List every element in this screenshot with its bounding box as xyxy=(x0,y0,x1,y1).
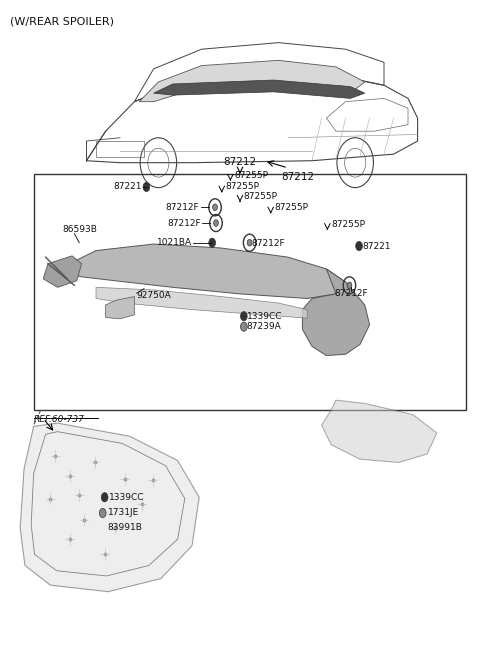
Text: 92750A: 92750A xyxy=(137,291,171,300)
Polygon shape xyxy=(139,60,365,102)
Text: 87255P: 87255P xyxy=(244,192,278,201)
Polygon shape xyxy=(20,423,199,592)
Text: 1021BA: 1021BA xyxy=(157,238,192,247)
Text: REF.60-737: REF.60-737 xyxy=(34,415,84,424)
Text: 86593B: 86593B xyxy=(62,225,97,234)
Text: 87212F: 87212F xyxy=(166,203,199,212)
Circle shape xyxy=(213,204,217,211)
Text: 87255P: 87255P xyxy=(331,220,365,229)
Text: 83991B: 83991B xyxy=(108,523,143,532)
Text: 87239A: 87239A xyxy=(247,322,281,331)
Circle shape xyxy=(209,238,216,247)
Text: (W/REAR SPOILER): (W/REAR SPOILER) xyxy=(10,16,114,26)
Text: 87212F: 87212F xyxy=(167,218,201,228)
Text: 87212F: 87212F xyxy=(252,239,285,248)
Text: 87212: 87212 xyxy=(223,157,257,167)
Text: 1339CC: 1339CC xyxy=(109,493,145,502)
Text: 87221: 87221 xyxy=(362,242,390,251)
Circle shape xyxy=(247,239,252,246)
Polygon shape xyxy=(96,287,307,318)
Text: 87221: 87221 xyxy=(113,182,142,192)
Text: 87255P: 87255P xyxy=(234,171,268,180)
Circle shape xyxy=(101,493,108,502)
Text: 87255P: 87255P xyxy=(226,182,260,192)
Text: 87255P: 87255P xyxy=(275,203,309,213)
Circle shape xyxy=(99,508,106,518)
Polygon shape xyxy=(43,256,82,287)
Circle shape xyxy=(356,241,362,251)
Circle shape xyxy=(240,312,247,321)
Circle shape xyxy=(240,322,247,331)
Polygon shape xyxy=(322,400,437,462)
Circle shape xyxy=(347,282,352,289)
Bar xyxy=(34,174,466,410)
Polygon shape xyxy=(106,297,134,319)
Text: 87212: 87212 xyxy=(281,172,314,182)
Circle shape xyxy=(143,182,150,192)
Text: 1339CC: 1339CC xyxy=(247,312,282,321)
Text: 87212F: 87212F xyxy=(334,289,368,298)
Text: 1731JE: 1731JE xyxy=(108,508,139,518)
Polygon shape xyxy=(62,244,346,298)
Circle shape xyxy=(214,220,218,226)
Bar xyxy=(96,141,144,157)
Polygon shape xyxy=(154,80,365,98)
Polygon shape xyxy=(302,269,370,356)
